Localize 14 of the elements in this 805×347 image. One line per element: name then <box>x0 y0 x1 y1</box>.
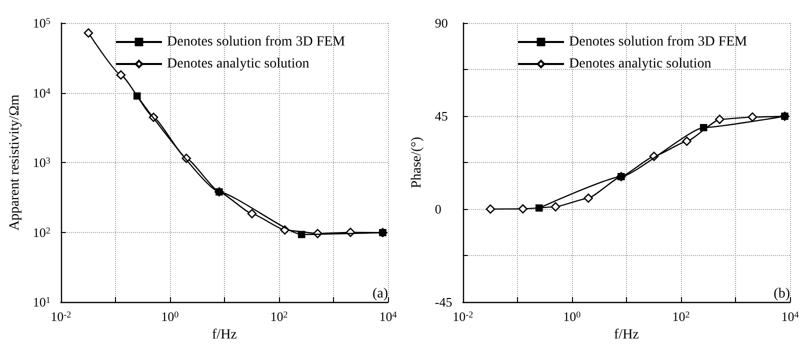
legend-label: Denotes solution from 3D FEM <box>569 34 748 50</box>
legend-label: Denotes solution from 3D FEM <box>167 34 346 50</box>
y-tick-label: 0 <box>434 202 442 217</box>
legend-label: Denotes analytic solution <box>569 56 712 72</box>
x-axis-title: f/Hz <box>212 328 237 342</box>
y-tick-label: 90 <box>434 16 448 30</box>
x-axis-title: f/Hz <box>614 328 639 342</box>
legend-label: Denotes analytic solution <box>167 56 310 72</box>
annotation: (a) <box>372 286 388 302</box>
y-tick-label: 45 <box>434 108 448 124</box>
y-tick-label: -45 <box>434 294 452 310</box>
y-axis-title: Apparent resistivity/Ωm <box>8 94 22 231</box>
y-axis-title: Phase/(°) <box>410 136 424 188</box>
annotation: (b) <box>774 286 790 302</box>
